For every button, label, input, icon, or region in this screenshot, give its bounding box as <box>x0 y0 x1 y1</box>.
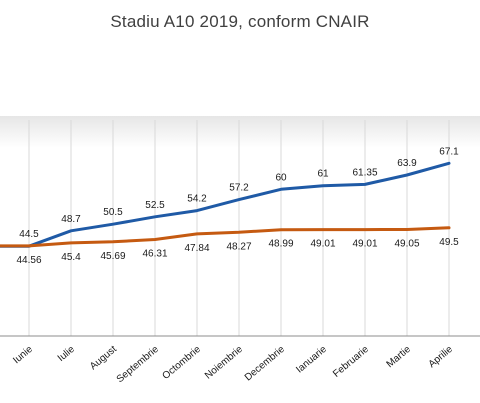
x-tick-label: Iunie <box>11 344 35 367</box>
data-label: 49.5 <box>439 237 459 248</box>
x-tick-label: Ianuarie <box>294 344 329 376</box>
data-label: 48.99 <box>268 239 293 250</box>
data-label: 61.35 <box>352 167 377 178</box>
data-label: 49.05 <box>394 239 419 250</box>
x-tick-label: Noiembrie <box>203 344 245 382</box>
data-label: 54.2 <box>187 194 207 205</box>
data-label: 44.5 <box>19 229 39 240</box>
data-labels: 44.5 48.7 50.5 52.5 54.2 57.2 60 61 61.35 63.9 67.… <box>16 146 459 266</box>
data-label: 49.01 <box>352 239 377 250</box>
x-tick-label: Decembrie <box>243 344 287 384</box>
x-tick-label: Septembrie <box>115 344 162 386</box>
data-label: 60 <box>275 172 287 183</box>
x-tick-label: Octombrie <box>161 344 204 382</box>
data-label: 61 <box>317 169 329 180</box>
x-tick-label: Martie <box>385 344 414 371</box>
data-label: 48.7 <box>61 214 81 225</box>
data-label: 44.56 <box>16 255 41 266</box>
data-label: 45.4 <box>61 252 81 263</box>
data-label: 67.1 <box>439 146 459 157</box>
series-lines <box>0 161 451 248</box>
plot-band <box>0 116 480 148</box>
data-label: 47.84 <box>184 243 209 254</box>
data-label: 57.2 <box>229 183 249 194</box>
x-tick-label: Februarie <box>331 344 371 380</box>
data-label: 46.31 <box>142 249 167 260</box>
data-label: 45.69 <box>100 251 125 262</box>
data-label: 49.01 <box>310 239 335 250</box>
data-label: 50.5 <box>103 207 123 218</box>
data-label: 48.27 <box>226 241 251 252</box>
data-label: 52.5 <box>145 200 165 211</box>
series-line-2 <box>0 226 451 248</box>
series-line-1 <box>0 161 451 248</box>
chart-title: Stadiu A10 2019, conform CNAIR <box>110 12 370 31</box>
data-label: 63.9 <box>397 158 417 169</box>
x-tick-label: August <box>88 344 119 373</box>
x-tick-label: Iulie <box>56 344 77 365</box>
x-tick-label: Aprilie <box>427 344 456 371</box>
